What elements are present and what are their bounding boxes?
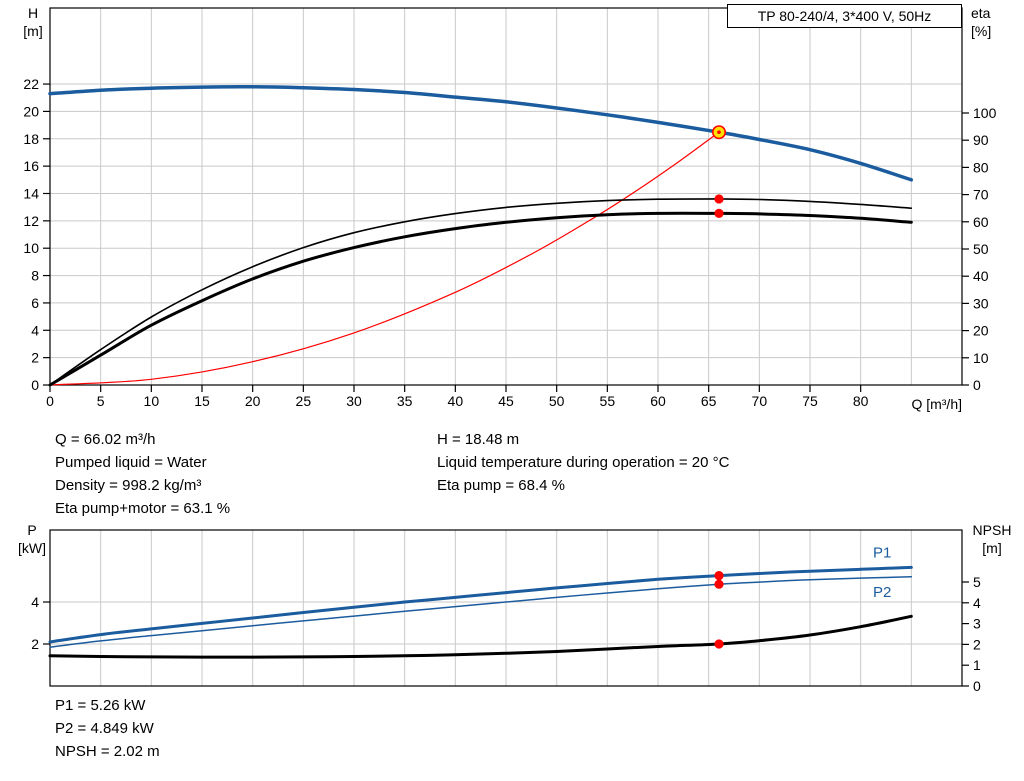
y-right-tick-label: 5: [973, 574, 981, 590]
duty-info-column-2: H = 18.48 m Liquid temperature during op…: [437, 428, 729, 497]
y-axis-title-power-unit: [kW]: [18, 540, 46, 556]
y-left-tick-label: 12: [23, 213, 39, 229]
y-right-tick-label: 0: [973, 678, 981, 694]
info-eta-pump: Eta pump = 68.4 %: [437, 477, 565, 494]
y-axis-title-power: P [kW]: [12, 521, 52, 557]
y-right-tick-label: 0: [973, 377, 981, 393]
y-left-tick-label: 20: [23, 103, 39, 119]
series-label-P2: P2: [873, 584, 891, 601]
series-P2: [49, 576, 913, 648]
y-axis-title-eta-unit: [%]: [971, 23, 992, 39]
series-eta-pump: [49, 198, 913, 386]
y-right-tick-label: 30: [973, 295, 989, 311]
y-right-tick-label: 4: [973, 595, 981, 611]
y-left-tick-label: 22: [23, 76, 39, 92]
y-left-tick-label: 8: [31, 268, 39, 284]
series-NPSH: [48, 614, 913, 659]
series-P1: [48, 565, 913, 644]
y-right-tick-label: 60: [973, 214, 989, 230]
y-right-tick-label: 70: [973, 187, 989, 203]
y-right-tick-label: 40: [973, 268, 989, 284]
info-flow: Q = 66.02 m³/h: [55, 431, 156, 448]
plot-frame: [49, 529, 963, 687]
x-tick-label: 75: [802, 393, 818, 409]
y-axis-title-npsh-symbol: NPSH: [972, 522, 1012, 538]
x-tick-label: 45: [498, 393, 514, 409]
y-right-tick-label: 20: [973, 323, 989, 339]
y-left-tick-label: 0: [31, 377, 39, 393]
x-axis-title-flow: Q [m³/h]: [911, 396, 962, 412]
y-left-tick-label: 14: [23, 185, 39, 201]
y-right-tick-label: 10: [973, 350, 989, 366]
y-left-tick-label: 16: [23, 158, 39, 174]
marker-eta-pump-motor-point: [714, 208, 724, 218]
x-tick-label: 15: [194, 393, 210, 409]
x-tick-label: 55: [600, 393, 616, 409]
info-head: H = 18.48 m: [437, 431, 520, 448]
series-eta-pump-plus-motor: [48, 211, 913, 387]
info-npsh: NPSH = 2.02 m: [55, 743, 160, 760]
y-right-tick-label: 3: [973, 616, 981, 632]
y-axis-title-eta-symbol: eta: [971, 5, 991, 21]
marker-npsh-point: [714, 639, 724, 649]
marker-p2-point: [714, 579, 724, 589]
y-right-tick-label: 1: [973, 657, 981, 673]
marker-center-duty-point: [717, 130, 721, 135]
pump-title-box: TP 80-240/4, 3*400 V, 50Hz: [727, 4, 962, 28]
y-axis-title-npsh: NPSH [m]: [966, 521, 1018, 557]
y-left-tick-label: 6: [31, 295, 39, 311]
x-tick-label: 65: [701, 393, 717, 409]
y-right-tick-label: 50: [973, 241, 989, 257]
x-tick-label: 50: [549, 393, 565, 409]
x-tick-label: 20: [245, 393, 261, 409]
x-tick-label: 10: [144, 393, 160, 409]
y-axis-title-npsh-unit: [m]: [982, 540, 1002, 556]
series-system-curve: [49, 131, 720, 386]
x-tick-label: 30: [346, 393, 362, 409]
x-tick-label: 0: [46, 393, 54, 409]
y-axis-title-head: H [m]: [16, 4, 50, 40]
x-tick-label: 25: [296, 393, 312, 409]
power-info-block: P1 = 5.26 kW P2 = 4.849 kW NPSH = 2.02 m: [55, 694, 160, 763]
info-p1: P1 = 5.26 kW: [55, 697, 146, 714]
y-left-tick-label: 4: [31, 322, 39, 338]
y-left-tick-label: 2: [31, 636, 39, 652]
info-pumped-liquid: Pumped liquid = Water: [55, 454, 207, 471]
y-right-tick-label: 80: [973, 159, 989, 175]
x-tick-label: 40: [448, 393, 464, 409]
x-tick-label: 35: [397, 393, 413, 409]
x-tick-label: 60: [650, 393, 666, 409]
y-right-tick-label: 90: [973, 132, 989, 148]
series-label-P1: P1: [873, 544, 891, 561]
x-tick-label: 80: [853, 393, 869, 409]
y-left-tick-label: 10: [23, 240, 39, 256]
y-axis-title-power-symbol: P: [27, 522, 37, 538]
y-axis-title-head-symbol: H: [27, 5, 39, 21]
info-density: Density = 998.2 kg/m³: [55, 477, 202, 494]
marker-p1-point: [714, 570, 724, 581]
x-tick-label: 70: [752, 393, 768, 409]
y-right-tick-label: 2: [973, 636, 981, 652]
y-left-tick-label: 4: [31, 594, 39, 610]
y-left-tick-label: 18: [23, 131, 39, 147]
y-axis-title-eta: eta [%]: [971, 4, 1019, 40]
info-eta-pump-motor: Eta pump+motor = 63.1 %: [55, 500, 231, 517]
y-axis-title-head-unit: [m]: [23, 23, 43, 39]
duty-info-column-1: Q = 66.02 m³/h Pumped liquid = Water Den…: [55, 428, 230, 520]
marker-eta-pump-point: [714, 194, 724, 204]
info-p2: P2 = 4.849 kW: [55, 720, 154, 737]
info-liquid-temperature: Liquid temperature during operation = 20…: [437, 454, 730, 471]
series-head-curve: [48, 85, 914, 182]
y-right-tick-label: 100: [973, 105, 997, 121]
y-left-tick-label: 2: [31, 350, 39, 366]
x-tick-label: 5: [97, 393, 105, 409]
